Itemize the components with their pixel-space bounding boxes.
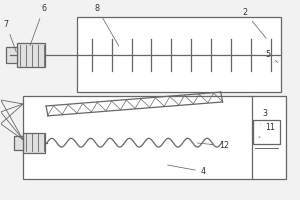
Text: 2: 2 <box>243 8 266 38</box>
Bar <box>23 133 46 153</box>
Text: 8: 8 <box>95 4 119 46</box>
Bar <box>253 120 280 144</box>
Text: 4: 4 <box>168 165 206 176</box>
Bar <box>14 136 23 150</box>
Text: 11: 11 <box>259 123 275 138</box>
Bar <box>23 96 253 179</box>
Text: 3: 3 <box>260 109 267 124</box>
Text: 12: 12 <box>198 141 229 150</box>
Text: 5: 5 <box>265 50 278 63</box>
Bar <box>17 43 46 67</box>
Bar <box>77 17 281 92</box>
Bar <box>251 96 286 179</box>
Text: 6: 6 <box>30 4 46 46</box>
Bar <box>6 47 17 63</box>
Text: 7: 7 <box>4 20 16 52</box>
